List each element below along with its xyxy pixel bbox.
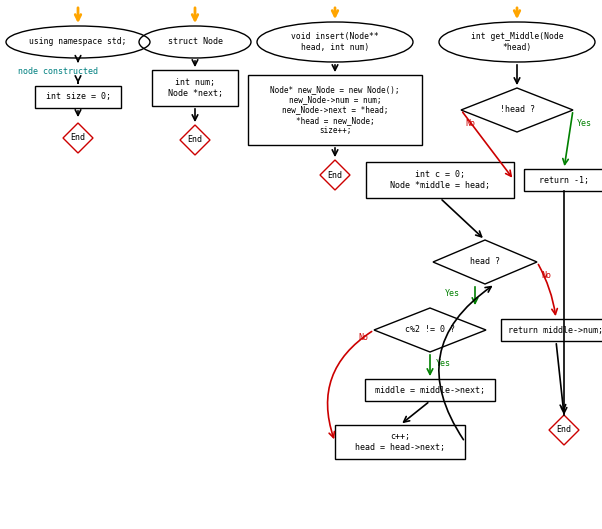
Bar xyxy=(365,379,495,401)
Text: Node* new_Node = new Node();
new_Node->num = num;
new_Node->next = *head;
*head : Node* new_Node = new Node(); new_Node->n… xyxy=(270,85,400,135)
Text: No: No xyxy=(465,120,475,129)
Text: void insert(Node**
head, int num): void insert(Node** head, int num) xyxy=(291,32,379,52)
Text: return middle->num;: return middle->num; xyxy=(509,325,602,334)
Text: int c = 0;
Node *middle = head;: int c = 0; Node *middle = head; xyxy=(390,170,490,190)
Text: c%2 != 0 ?: c%2 != 0 ? xyxy=(405,325,455,334)
Text: Yes: Yes xyxy=(445,289,460,298)
Text: !head ?: !head ? xyxy=(500,105,535,114)
Bar xyxy=(524,169,602,191)
Text: using namespace std;: using namespace std; xyxy=(29,38,127,47)
Text: int num;
Node *next;: int num; Node *next; xyxy=(167,78,223,98)
Text: Yes: Yes xyxy=(577,120,592,129)
Text: c++;
head = head->next;: c++; head = head->next; xyxy=(355,432,445,452)
Text: End: End xyxy=(556,425,571,434)
Bar xyxy=(366,162,514,198)
Text: node constructed: node constructed xyxy=(18,68,98,77)
Text: End: End xyxy=(70,133,85,142)
Text: head ?: head ? xyxy=(470,258,500,267)
Text: struct Node: struct Node xyxy=(167,38,223,47)
Text: int size = 0;: int size = 0; xyxy=(46,93,111,102)
Text: return -1;: return -1; xyxy=(539,176,589,185)
Text: middle = middle->next;: middle = middle->next; xyxy=(375,386,485,395)
Bar xyxy=(152,70,238,106)
Text: No: No xyxy=(358,333,368,342)
Text: No: No xyxy=(541,271,551,280)
Bar xyxy=(335,425,465,459)
Text: Yes: Yes xyxy=(436,360,451,369)
Bar xyxy=(248,75,422,145)
Bar xyxy=(35,86,121,108)
Text: End: End xyxy=(327,170,343,179)
Bar xyxy=(501,319,602,341)
Text: End: End xyxy=(187,135,202,144)
Text: int get_Middle(Node
*head): int get_Middle(Node *head) xyxy=(471,32,563,52)
